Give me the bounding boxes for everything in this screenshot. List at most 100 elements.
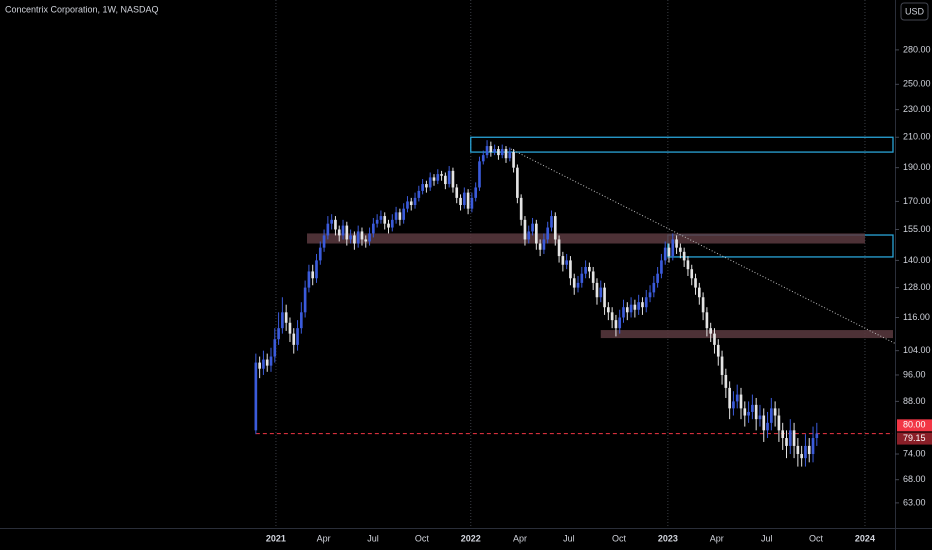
candle-body bbox=[804, 445, 807, 459]
candle-body bbox=[519, 197, 523, 220]
y-tick-label: 280.00 bbox=[903, 44, 931, 54]
y-tick-label: 155.00 bbox=[903, 224, 931, 234]
candle-body bbox=[762, 415, 766, 431]
candle-body bbox=[459, 197, 462, 206]
candle-body bbox=[781, 430, 785, 439]
candle-body bbox=[474, 187, 478, 198]
candle-body bbox=[633, 304, 637, 310]
currency-label[interactable]: USD bbox=[905, 6, 925, 16]
candle-body bbox=[686, 260, 690, 270]
candle-body bbox=[368, 233, 371, 242]
x-tick-label: Oct bbox=[809, 533, 824, 543]
candle-body bbox=[398, 212, 402, 220]
candle-body bbox=[478, 161, 481, 188]
y-tick-label: 250.00 bbox=[903, 79, 931, 89]
candle-body bbox=[390, 219, 394, 228]
candle-body bbox=[523, 219, 527, 240]
candle-body bbox=[716, 344, 720, 357]
candle-body bbox=[743, 408, 747, 416]
candle-body bbox=[330, 219, 333, 224]
candle-body bbox=[322, 235, 326, 248]
y-tick-label: 104.00 bbox=[903, 345, 931, 355]
candle-body bbox=[792, 430, 796, 446]
candle-body bbox=[542, 239, 546, 250]
candle-body bbox=[754, 404, 758, 420]
candle-body bbox=[277, 328, 280, 340]
candle-body bbox=[565, 260, 568, 265]
x-tick-label: Jul bbox=[761, 533, 773, 543]
zone bbox=[470, 136, 894, 153]
trendline bbox=[510, 148, 895, 344]
price-tag bbox=[897, 419, 932, 432]
candle-body bbox=[625, 307, 629, 313]
y-tick-label: 170.00 bbox=[903, 196, 931, 206]
candle-body bbox=[807, 445, 811, 455]
candle-body bbox=[402, 208, 405, 220]
candle-body bbox=[815, 433, 819, 439]
candle-body bbox=[663, 247, 667, 261]
candle-body bbox=[296, 328, 299, 345]
candle-body bbox=[660, 260, 663, 274]
candle-body bbox=[428, 177, 432, 188]
candle-body bbox=[546, 227, 550, 240]
x-tick-label: 2021 bbox=[266, 533, 286, 543]
y-tick-label: 74.00 bbox=[903, 448, 926, 458]
candle-body bbox=[436, 174, 440, 181]
y-tick-label: 68.00 bbox=[903, 474, 926, 484]
candle-body bbox=[394, 212, 398, 220]
candle-body bbox=[421, 184, 424, 191]
candle-body bbox=[527, 231, 531, 240]
candle-body bbox=[675, 239, 678, 248]
candle-body bbox=[637, 302, 640, 310]
candle-body bbox=[591, 271, 595, 283]
candle-body bbox=[535, 223, 538, 244]
candle-body bbox=[265, 359, 269, 366]
candle-body bbox=[258, 362, 261, 369]
candle-body bbox=[292, 333, 296, 345]
x-tick-label: 2022 bbox=[461, 533, 481, 543]
candle-body bbox=[387, 223, 390, 228]
y-tick-label: 63.00 bbox=[903, 497, 926, 507]
x-tick-label: Oct bbox=[612, 533, 627, 543]
candle-body bbox=[777, 415, 781, 431]
candle-body bbox=[690, 269, 694, 279]
candle-body bbox=[372, 223, 375, 234]
candle-body bbox=[447, 170, 451, 185]
candle-body bbox=[580, 273, 584, 283]
y-tick-label: 210.00 bbox=[903, 132, 931, 142]
zone bbox=[307, 233, 865, 244]
candle-body bbox=[728, 387, 731, 409]
candle-body bbox=[758, 415, 762, 420]
candle-body bbox=[622, 307, 625, 318]
candle-body bbox=[569, 260, 572, 279]
y-tick-label: 128.00 bbox=[903, 282, 931, 292]
candle-body bbox=[307, 271, 311, 288]
candle-body bbox=[383, 216, 387, 224]
candle-body bbox=[751, 404, 754, 412]
candle-body bbox=[671, 239, 675, 257]
candle-body bbox=[629, 304, 633, 313]
candle-body bbox=[379, 216, 383, 220]
x-tick-label: Jul bbox=[563, 533, 575, 543]
candle-body bbox=[588, 266, 591, 272]
candle-body bbox=[360, 231, 364, 240]
candle-body bbox=[318, 247, 322, 261]
x-tick-label: Apr bbox=[710, 533, 724, 543]
x-tick-label: Oct bbox=[415, 533, 430, 543]
candle-body bbox=[705, 312, 709, 329]
candle-body bbox=[493, 149, 496, 153]
candle-body bbox=[720, 356, 724, 375]
candle-body bbox=[337, 229, 341, 236]
candle-body bbox=[500, 149, 504, 156]
candle-body bbox=[504, 149, 508, 159]
currency-button[interactable] bbox=[900, 2, 929, 21]
candle-body bbox=[576, 282, 580, 288]
zone bbox=[600, 330, 893, 339]
candle-body bbox=[413, 197, 417, 206]
candle-body bbox=[682, 251, 686, 261]
price-tag bbox=[897, 432, 932, 445]
candle-body bbox=[694, 278, 697, 288]
candle-body bbox=[766, 422, 769, 431]
candle-body bbox=[641, 302, 644, 308]
candle-body bbox=[512, 152, 515, 168]
